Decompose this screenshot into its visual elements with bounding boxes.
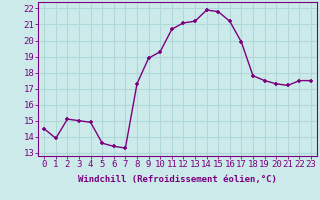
X-axis label: Windchill (Refroidissement éolien,°C): Windchill (Refroidissement éolien,°C) bbox=[78, 175, 277, 184]
